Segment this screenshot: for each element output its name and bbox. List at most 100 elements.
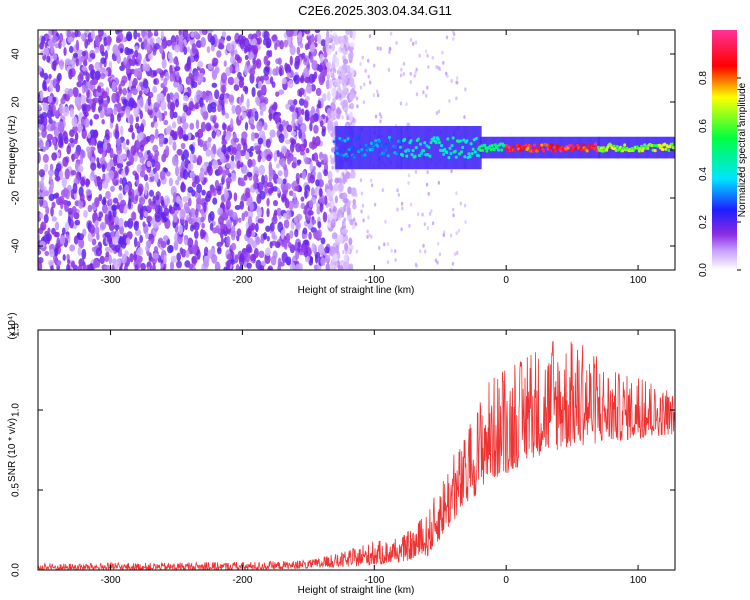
heatmap-cell [405,126,408,170]
heatmap-cell [221,31,227,38]
heatmap-cell [303,67,310,79]
heatmap-cell [233,77,240,85]
heatmap-cell [100,57,107,65]
heatmap-cell [214,122,219,129]
heatmap-cell [80,176,86,187]
heatmap-cell [452,213,455,218]
heatmap-cell [81,118,86,126]
heatmap-cell [336,260,341,269]
heatmap-cell [69,129,75,137]
heatmap-cell [301,108,305,116]
heatmap-cell [452,36,455,41]
heatmap-cell [173,57,177,65]
heatmap-cell [426,85,429,90]
heatmap-cell [90,137,95,146]
heatmap-cell [288,190,294,197]
heatmap-cell [169,72,174,82]
heatmap-cell [85,146,92,153]
heatmap-cell [148,189,155,197]
heatmap-cell [212,114,217,122]
heatmap-cell [629,136,632,159]
x-tick-label: -100 [364,575,384,586]
heatmap-cell [156,68,163,74]
heatmap-cell [98,30,103,36]
heatmap-cell [399,101,403,106]
heatmap-cell [298,87,305,96]
heatmap-cell [69,137,75,144]
y-tick-label: 40 [11,48,22,60]
heatmap-cell [170,260,174,270]
heatmap-cell [199,167,204,173]
heatmap-cell [248,238,253,246]
heatmap-cell [319,120,324,128]
heatmap-cell [85,178,90,188]
heatmap-cell [178,224,183,235]
heatmap-cell [320,237,326,245]
heatmap-cell [40,50,45,56]
heatmap-cell [425,182,429,187]
heatmap-cell [409,71,412,76]
heatmap-cell [45,232,52,242]
heatmap-cell [134,172,139,181]
heatmap-cell [324,246,330,254]
heatmap-cell [569,136,572,159]
heatmap-cell [623,143,627,147]
y-tick-label: 0.0 [11,563,22,577]
heatmap-cell [207,136,212,143]
heatmap-cell [123,56,128,66]
heatmap-cell [398,145,403,149]
heatmap-cell [271,231,276,240]
heatmap-cell [375,126,378,170]
heatmap-cell [258,130,266,138]
heatmap-cell [277,187,281,194]
heatmap-cell [133,250,137,262]
heatmap-cell [359,126,362,170]
heatmap-cell [292,156,297,163]
heatmap-cell [228,94,235,103]
heatmap-cell [340,42,344,49]
heatmap-cell [49,248,55,258]
heatmap-cell [221,144,227,155]
colorbar-tick-label: 0.4 [698,167,709,181]
heatmap-cell [165,145,170,156]
heatmap-cell [153,246,159,253]
heatmap-cell [98,193,103,202]
heatmap-cell [210,185,216,193]
heatmap-cell [43,213,49,224]
heatmap-cell [234,204,241,211]
heatmap-cell [661,147,665,152]
heatmap-cell [229,64,233,74]
heatmap-cell [384,148,389,152]
heatmap-cell [378,139,382,143]
heatmap-cell [184,63,191,72]
heatmap-cell [92,97,99,104]
heatmap-cell [168,177,174,187]
heatmap-cell [463,115,466,120]
heatmap-cell [209,222,214,231]
heatmap-cell [348,104,351,109]
heatmap-cell [315,179,320,187]
heatmap-cell [440,126,443,170]
heatmap-cell [401,206,404,211]
heatmap-cell [205,234,209,243]
heatmap-cell [315,230,321,242]
heatmap-cell [176,72,180,81]
heatmap-cell [39,89,44,100]
heatmap-cell [464,220,467,225]
heatmap-cell [110,113,115,124]
heatmap-cell [69,244,76,252]
heatmap-cell [359,85,363,90]
heatmap-cell [143,211,149,218]
heatmap-cell [462,138,466,142]
heatmap-cell [146,31,154,38]
heatmap-cell [436,241,440,246]
heatmap-cell [54,221,60,231]
heatmap-cell [450,78,453,83]
heatmap-cell [124,165,129,176]
heatmap-cell [177,84,184,93]
heatmap-cell [345,30,351,36]
heatmap-cell [461,145,465,150]
heatmap-cell [349,263,354,270]
heatmap-cell [404,126,407,170]
